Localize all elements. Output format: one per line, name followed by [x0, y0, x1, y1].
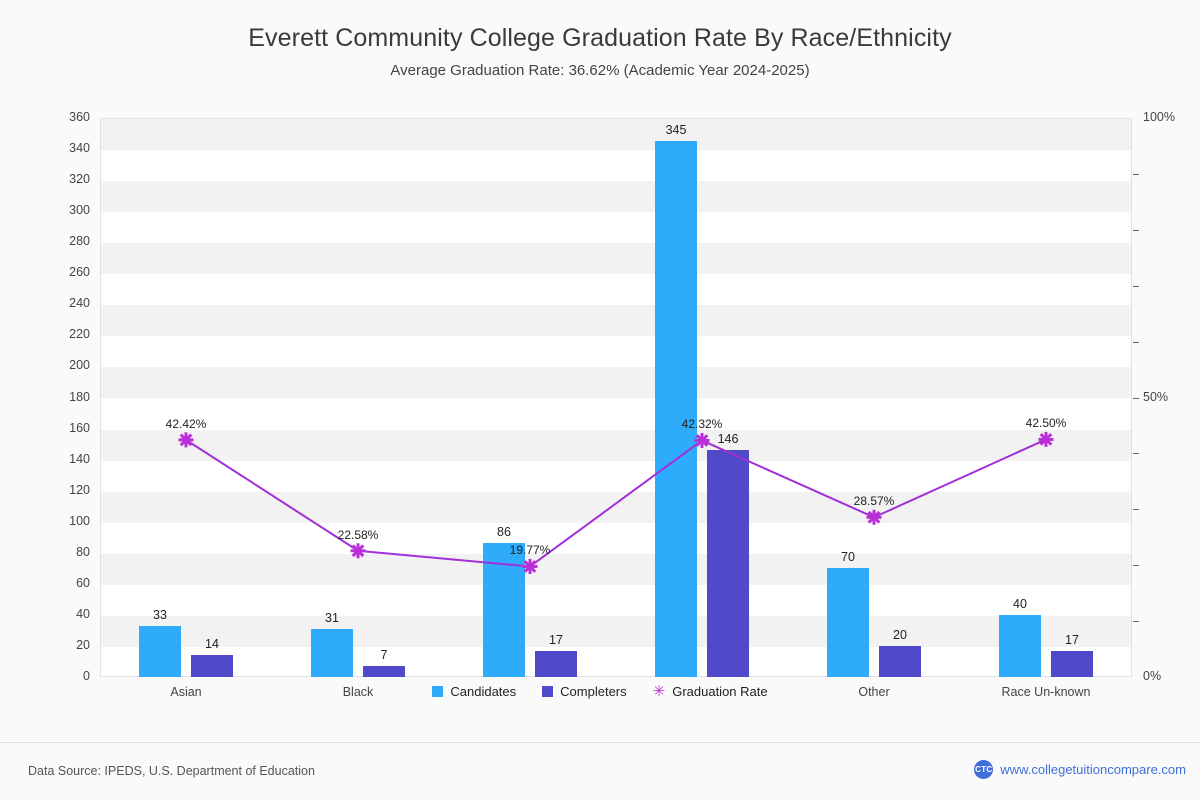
- bar-completers[interactable]: [707, 450, 749, 677]
- y2-axis-tick-label: 100%: [1143, 110, 1175, 124]
- bar-completers[interactable]: [191, 655, 233, 677]
- bar-value-label-candidates: 31: [325, 610, 339, 625]
- bar-candidates[interactable]: [311, 628, 353, 677]
- plot-area: [100, 118, 1132, 677]
- bar-value-label-completers: 146: [717, 432, 739, 447]
- y-axis-tick-label: 240: [69, 296, 90, 311]
- y2-axis-tick-label: 0%: [1143, 669, 1162, 683]
- rate-value-label: 42.50%: [1025, 416, 1067, 431]
- y-axis-tick-label: 220: [69, 327, 90, 342]
- y2-axis-tick-mark: [1133, 621, 1139, 623]
- y-axis-tick-label: 200: [69, 358, 90, 373]
- legend-star-icon: ✳: [652, 683, 666, 700]
- plot-band: [101, 243, 1131, 275]
- y2-axis-tick-mark: [1133, 509, 1139, 511]
- legend-label-candidates: Candidates: [450, 684, 517, 699]
- y-axis-tick-label: 120: [69, 482, 90, 497]
- y-axis-tick-label: 140: [69, 451, 90, 466]
- bar-value-label-completers: 14: [205, 637, 219, 652]
- rate-value-label: 19.77%: [509, 543, 551, 558]
- y-axis-tick-label: 360: [69, 110, 90, 124]
- x-axis-tick-label: Black: [342, 685, 374, 699]
- legend-item-candidates[interactable]: Candidates: [432, 684, 516, 699]
- bar-value-label-completers: 17: [1065, 632, 1079, 647]
- bar-value-label-completers: 20: [893, 627, 907, 642]
- y-axis-tick-label: 340: [69, 141, 90, 156]
- y-axis-tick-label: 300: [69, 203, 90, 218]
- y-axis-tick-label: 180: [69, 389, 90, 404]
- x-axis-tick-label: Other: [858, 685, 890, 699]
- y2-axis-tick-mark: [1133, 397, 1139, 399]
- y-axis-tick-label: 60: [76, 575, 90, 590]
- chart-subtitle: Average Graduation Rate: 36.62% (Academi…: [390, 62, 810, 79]
- legend-swatch-candidates-icon: [432, 686, 444, 697]
- legend-label-completers: Completers: [560, 684, 627, 699]
- bar-value-label-completers: 17: [549, 632, 563, 647]
- y2-axis-tick-mark: [1133, 229, 1139, 231]
- legend-label-graduation-rate: Graduation Rate: [672, 684, 768, 699]
- y-axis-tick-label: 160: [69, 420, 90, 435]
- y2-axis-tick-mark: [1133, 341, 1139, 343]
- y-axis-tick-label: 20: [76, 637, 90, 652]
- site-url-link[interactable]: www.collegetuitioncompare.com: [1000, 762, 1186, 777]
- y2-axis-tick-label: 50%: [1143, 389, 1169, 404]
- chart-legend: Candidates Completers ✳ Graduation Rate: [0, 684, 1200, 699]
- bar-completers[interactable]: [363, 666, 405, 677]
- legend-item-graduation-rate[interactable]: ✳ Graduation Rate: [653, 684, 768, 699]
- y-axis-tick-label: 320: [69, 172, 90, 187]
- bar-completers[interactable]: [1051, 650, 1093, 677]
- bar-value-label-candidates: 40: [1013, 596, 1027, 611]
- y2-axis-tick-mark: [1133, 453, 1139, 455]
- bar-candidates[interactable]: [139, 625, 181, 677]
- y-axis-tick-label: 40: [76, 606, 90, 621]
- bar-value-label-completers: 7: [380, 648, 388, 663]
- plot-band: [101, 491, 1131, 523]
- y-axis-tick-label: 80: [76, 544, 90, 559]
- legend-item-completers[interactable]: Completers: [542, 684, 627, 699]
- bar-value-label-candidates: 86: [497, 525, 511, 540]
- y-axis-tick-label: 280: [69, 234, 90, 249]
- legend-swatch-completers-icon: [542, 686, 554, 697]
- y-axis-tick-label: 0: [83, 669, 90, 683]
- bar-completers[interactable]: [535, 650, 577, 677]
- page-title: Everett Community College Graduation Rat…: [248, 24, 952, 52]
- data-source-text: Data Source: IPEDS, U.S. Department of E…: [28, 764, 315, 778]
- bar-candidates[interactable]: [999, 614, 1041, 677]
- bar-candidates[interactable]: [483, 543, 525, 677]
- y-axis-tick-label: 100: [69, 513, 90, 528]
- x-axis-tick-label: Asian: [170, 685, 202, 699]
- rate-value-label: 22.58%: [337, 527, 379, 542]
- rate-value-label: 42.32%: [681, 417, 723, 432]
- y-axis-tick-label: 260: [69, 265, 90, 280]
- bar-value-label-candidates: 70: [841, 550, 855, 565]
- plot-band: [101, 367, 1131, 399]
- y2-axis-tick-mark: [1133, 285, 1139, 287]
- y2-axis-tick-mark: [1133, 173, 1139, 175]
- footer-divider: [0, 742, 1200, 743]
- bar-completers[interactable]: [879, 645, 921, 677]
- rate-value-label: 42.42%: [165, 416, 207, 431]
- plot-band: [101, 429, 1131, 461]
- plot-band: [101, 305, 1131, 337]
- plot-band: [101, 615, 1131, 647]
- plot-band: [101, 553, 1131, 585]
- x-axis-tick-label: Race Un-known: [1001, 685, 1091, 699]
- footer-brand[interactable]: CTC www.collegetuitioncompare.com: [974, 760, 1186, 779]
- plot-band: [101, 181, 1131, 213]
- rate-value-label: 28.57%: [853, 494, 895, 509]
- bar-candidates[interactable]: [827, 568, 869, 677]
- bar-candidates[interactable]: [655, 141, 697, 677]
- bar-value-label-candidates: 345: [665, 123, 687, 138]
- y2-axis-tick-mark: [1133, 565, 1139, 567]
- ctc-logo-icon: CTC: [974, 760, 994, 779]
- plot-band: [101, 119, 1131, 151]
- bar-value-label-candidates: 33: [153, 607, 167, 622]
